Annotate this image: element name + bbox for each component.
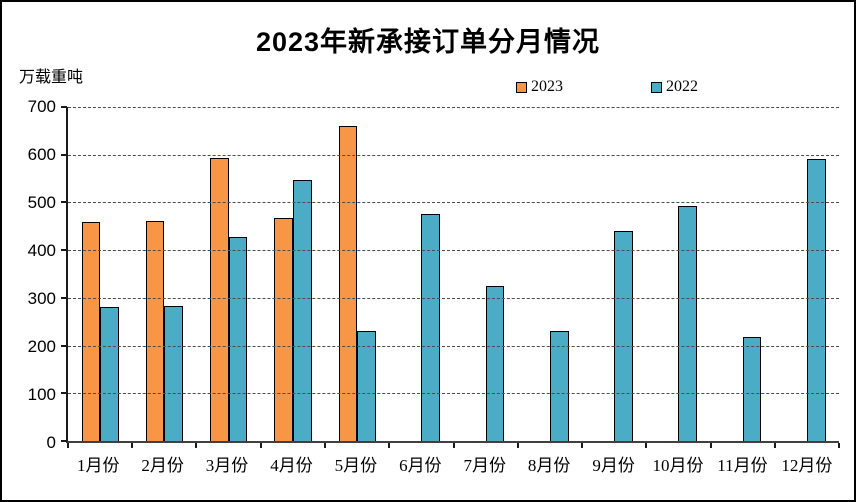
x-label-8月份: 8月份 [527,456,571,475]
legend-label-2023: 2023 [531,78,563,95]
x-label-6月份: 6月份 [399,456,442,475]
x-label-1月份: 1月份 [76,456,120,475]
x-axis-tick-4 [323,443,326,448]
y-tick-label-300: 300 [27,289,56,308]
plot-area [61,106,840,448]
y-axis-tick-600 [61,153,67,156]
gridline-300 [68,297,839,299]
x-label-7月份: 7月份 [463,456,506,475]
bar-2022-8月份 [549,330,569,441]
x-axis-labels: 1月份 2月份 3月份 4月份 5月份 6月份 7月份 8月份 9月份 10月份 11月份 12月份 [66,451,839,476]
bar-group-3月份 [197,107,261,441]
y-axis-tick-500 [61,201,67,204]
x-axis-tick-0 [67,443,69,448]
y-tick-label-700: 700 [27,97,56,116]
bar-2022-1月份 [100,306,119,441]
x-axis-tick-10 [709,443,712,448]
y-axis-unit-label: 万载重吨 [19,69,84,86]
x-axis-tick-5 [388,443,391,448]
legend-item-2022: 2022 [651,78,698,96]
y-tick-label-0: 0 [46,433,56,452]
legend-swatch-2022-icon [651,81,662,93]
x-axis-tick-9 [645,443,648,448]
bar-group-2月份 [132,107,196,441]
bar-group-7月份 [454,107,518,441]
y-axis-tick-100 [61,392,67,395]
legend-label-2022: 2022 [666,78,698,95]
y-axis-tick-700 [61,106,67,108]
gridline-600 [68,154,839,156]
bar-2022-9月份 [614,231,633,441]
bar-2022-6月份 [421,213,440,441]
bar-2022-11月份 [742,336,762,441]
y-tick-label-500: 500 [27,193,56,212]
bar-group-12月份 [775,107,839,441]
bar-2023-1月份 [81,221,101,441]
x-label-3月份: 3月份 [205,456,249,475]
x-axis-tick-3 [259,443,262,448]
gridline-200 [68,345,839,347]
bar-2022-10月份 [678,205,697,441]
x-label-12月份: 12月份 [781,456,833,475]
x-axis-tick-2 [195,443,198,448]
bar-group-9月份 [582,107,646,441]
chart-title: 2023年新承接订单分月情况 [255,27,601,57]
bar-2022-2月份 [164,306,183,441]
bar-group-1月份 [68,107,132,441]
bar-2023-4月份 [274,218,293,441]
bar-group-10月份 [646,107,710,441]
bar-group-4月份 [261,107,325,441]
bar-2023-5月份 [338,126,358,441]
gridline-700 [68,107,839,108]
y-axis-tick-300 [61,296,67,299]
y-tick-label-600: 600 [27,145,56,164]
x-axis-tick-8 [580,443,583,448]
x-axis-tick-1 [131,443,134,448]
y-tick-label-200: 200 [27,337,56,356]
bar-group-6月份 [389,107,453,441]
bar-2022-12月份 [806,159,826,441]
x-label-11月份: 11月份 [717,456,768,475]
bar-group-11月份 [711,107,775,441]
x-label-10月份: 10月份 [652,456,704,475]
x-axis-tick-6 [452,443,455,448]
gridline-100 [68,393,839,395]
gridline-400 [68,250,839,252]
y-axis-tick-200 [61,344,67,347]
bar-2023-2月份 [145,220,165,441]
bar-2022-5月份 [357,331,376,441]
gridline-500 [68,202,839,204]
y-axis-tick-400 [61,249,67,252]
x-label-5月份: 5月份 [334,456,378,475]
x-label-9月份: 9月份 [592,456,635,475]
bar-group-5月份 [325,107,389,441]
x-axis-tick-11 [773,443,776,448]
bar-2022-4月份 [292,180,312,441]
bar-2023-3月份 [210,158,229,441]
bar-groups [68,107,839,441]
x-axis-tick-12 [838,443,840,448]
legend: 2023 2022 [516,78,698,96]
y-tick-label-400: 400 [27,241,56,260]
x-axis-tick-7 [516,443,519,448]
y-tick-label-100: 100 [27,385,56,404]
x-label-2月份: 2月份 [141,456,184,475]
legend-swatch-2023-icon [516,81,527,93]
legend-item-2023: 2023 [516,78,563,96]
x-label-4月份: 4月份 [270,456,313,475]
bar-2022-7月份 [485,285,505,441]
y-axis-tick-0 [61,440,67,442]
bar-group-8月份 [518,107,582,441]
bar-2022-3月份 [228,236,248,441]
